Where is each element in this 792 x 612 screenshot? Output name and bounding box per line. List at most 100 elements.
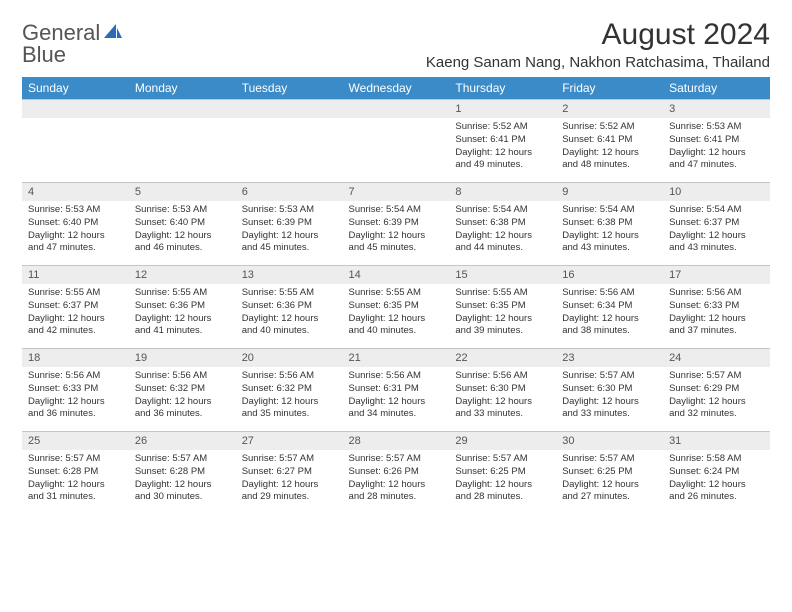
day-number: 1 — [449, 100, 556, 118]
day-content: Sunrise: 5:56 AMSunset: 6:30 PMDaylight:… — [449, 367, 556, 431]
day-cell: 27Sunrise: 5:57 AMSunset: 6:27 PMDayligh… — [236, 432, 343, 515]
day-cell: 29Sunrise: 5:57 AMSunset: 6:25 PMDayligh… — [449, 432, 556, 515]
day-header-row: SundayMondayTuesdayWednesdayThursdayFrid… — [22, 77, 770, 100]
day-number: 12 — [129, 266, 236, 284]
day-content: Sunrise: 5:55 AMSunset: 6:36 PMDaylight:… — [236, 284, 343, 348]
day-content — [22, 118, 129, 182]
day-header-monday: Monday — [129, 77, 236, 100]
day-content: Sunrise: 5:55 AMSunset: 6:36 PMDaylight:… — [129, 284, 236, 348]
day-cell: 22Sunrise: 5:56 AMSunset: 6:30 PMDayligh… — [449, 349, 556, 432]
day-cell: 5Sunrise: 5:53 AMSunset: 6:40 PMDaylight… — [129, 183, 236, 266]
week-row: 11Sunrise: 5:55 AMSunset: 6:37 PMDayligh… — [22, 266, 770, 349]
calendar-table: SundayMondayTuesdayWednesdayThursdayFrid… — [22, 77, 770, 514]
logo-word2: Blue — [22, 42, 66, 67]
week-row: 18Sunrise: 5:56 AMSunset: 6:33 PMDayligh… — [22, 349, 770, 432]
logo: General Blue — [22, 18, 124, 67]
day-number: 2 — [556, 100, 663, 118]
day-cell: 17Sunrise: 5:56 AMSunset: 6:33 PMDayligh… — [663, 266, 770, 349]
day-number: 6 — [236, 183, 343, 201]
day-number: 10 — [663, 183, 770, 201]
month-title: August 2024 — [426, 18, 770, 52]
day-cell: 10Sunrise: 5:54 AMSunset: 6:37 PMDayligh… — [663, 183, 770, 266]
day-number: 27 — [236, 432, 343, 450]
day-cell: 25Sunrise: 5:57 AMSunset: 6:28 PMDayligh… — [22, 432, 129, 515]
day-cell: 8Sunrise: 5:54 AMSunset: 6:38 PMDaylight… — [449, 183, 556, 266]
day-content: Sunrise: 5:57 AMSunset: 6:29 PMDaylight:… — [663, 367, 770, 431]
day-content: Sunrise: 5:55 AMSunset: 6:37 PMDaylight:… — [22, 284, 129, 348]
day-content: Sunrise: 5:53 AMSunset: 6:39 PMDaylight:… — [236, 201, 343, 265]
day-content: Sunrise: 5:54 AMSunset: 6:38 PMDaylight:… — [556, 201, 663, 265]
day-number: 25 — [22, 432, 129, 450]
day-content: Sunrise: 5:57 AMSunset: 6:27 PMDaylight:… — [236, 450, 343, 514]
day-cell: 31Sunrise: 5:58 AMSunset: 6:24 PMDayligh… — [663, 432, 770, 515]
day-content: Sunrise: 5:56 AMSunset: 6:32 PMDaylight:… — [236, 367, 343, 431]
day-content: Sunrise: 5:56 AMSunset: 6:31 PMDaylight:… — [343, 367, 450, 431]
day-content: Sunrise: 5:54 AMSunset: 6:39 PMDaylight:… — [343, 201, 450, 265]
day-cell: 13Sunrise: 5:55 AMSunset: 6:36 PMDayligh… — [236, 266, 343, 349]
day-number: 24 — [663, 349, 770, 367]
day-content: Sunrise: 5:54 AMSunset: 6:37 PMDaylight:… — [663, 201, 770, 265]
day-cell: 2Sunrise: 5:52 AMSunset: 6:41 PMDaylight… — [556, 100, 663, 183]
day-cell: 18Sunrise: 5:56 AMSunset: 6:33 PMDayligh… — [22, 349, 129, 432]
day-header-thursday: Thursday — [449, 77, 556, 100]
day-cell: 20Sunrise: 5:56 AMSunset: 6:32 PMDayligh… — [236, 349, 343, 432]
location-text: Kaeng Sanam Nang, Nakhon Ratchasima, Tha… — [426, 54, 770, 71]
day-cell: 23Sunrise: 5:57 AMSunset: 6:30 PMDayligh… — [556, 349, 663, 432]
day-number — [22, 100, 129, 118]
day-number: 8 — [449, 183, 556, 201]
day-cell: 28Sunrise: 5:57 AMSunset: 6:26 PMDayligh… — [343, 432, 450, 515]
day-number: 21 — [343, 349, 450, 367]
day-content: Sunrise: 5:56 AMSunset: 6:33 PMDaylight:… — [22, 367, 129, 431]
day-number: 26 — [129, 432, 236, 450]
day-cell — [343, 100, 450, 183]
day-number: 11 — [22, 266, 129, 284]
logo-sail-icon — [102, 22, 124, 45]
day-content: Sunrise: 5:57 AMSunset: 6:28 PMDaylight:… — [22, 450, 129, 514]
week-row: 25Sunrise: 5:57 AMSunset: 6:28 PMDayligh… — [22, 432, 770, 515]
day-number: 22 — [449, 349, 556, 367]
day-content — [343, 118, 450, 182]
day-number: 17 — [663, 266, 770, 284]
day-content: Sunrise: 5:54 AMSunset: 6:38 PMDaylight:… — [449, 201, 556, 265]
day-content: Sunrise: 5:56 AMSunset: 6:32 PMDaylight:… — [129, 367, 236, 431]
day-content: Sunrise: 5:52 AMSunset: 6:41 PMDaylight:… — [556, 118, 663, 182]
day-content: Sunrise: 5:57 AMSunset: 6:25 PMDaylight:… — [449, 450, 556, 514]
day-content: Sunrise: 5:58 AMSunset: 6:24 PMDaylight:… — [663, 450, 770, 514]
day-content: Sunrise: 5:57 AMSunset: 6:28 PMDaylight:… — [129, 450, 236, 514]
day-number: 18 — [22, 349, 129, 367]
day-cell: 21Sunrise: 5:56 AMSunset: 6:31 PMDayligh… — [343, 349, 450, 432]
day-cell: 1Sunrise: 5:52 AMSunset: 6:41 PMDaylight… — [449, 100, 556, 183]
day-number: 19 — [129, 349, 236, 367]
day-cell — [22, 100, 129, 183]
day-cell: 14Sunrise: 5:55 AMSunset: 6:35 PMDayligh… — [343, 266, 450, 349]
day-cell: 3Sunrise: 5:53 AMSunset: 6:41 PMDaylight… — [663, 100, 770, 183]
day-number: 13 — [236, 266, 343, 284]
day-cell — [129, 100, 236, 183]
week-row: 1Sunrise: 5:52 AMSunset: 6:41 PMDaylight… — [22, 100, 770, 183]
day-number: 7 — [343, 183, 450, 201]
day-header-wednesday: Wednesday — [343, 77, 450, 100]
day-content: Sunrise: 5:53 AMSunset: 6:40 PMDaylight:… — [129, 201, 236, 265]
day-cell: 19Sunrise: 5:56 AMSunset: 6:32 PMDayligh… — [129, 349, 236, 432]
day-number: 4 — [22, 183, 129, 201]
day-number: 28 — [343, 432, 450, 450]
day-cell: 6Sunrise: 5:53 AMSunset: 6:39 PMDaylight… — [236, 183, 343, 266]
day-content: Sunrise: 5:57 AMSunset: 6:26 PMDaylight:… — [343, 450, 450, 514]
day-number: 9 — [556, 183, 663, 201]
day-header-tuesday: Tuesday — [236, 77, 343, 100]
day-cell: 12Sunrise: 5:55 AMSunset: 6:36 PMDayligh… — [129, 266, 236, 349]
day-content: Sunrise: 5:53 AMSunset: 6:40 PMDaylight:… — [22, 201, 129, 265]
day-content: Sunrise: 5:56 AMSunset: 6:33 PMDaylight:… — [663, 284, 770, 348]
day-cell: 16Sunrise: 5:56 AMSunset: 6:34 PMDayligh… — [556, 266, 663, 349]
day-content: Sunrise: 5:57 AMSunset: 6:25 PMDaylight:… — [556, 450, 663, 514]
day-cell: 26Sunrise: 5:57 AMSunset: 6:28 PMDayligh… — [129, 432, 236, 515]
day-number: 29 — [449, 432, 556, 450]
day-content: Sunrise: 5:52 AMSunset: 6:41 PMDaylight:… — [449, 118, 556, 182]
day-cell: 4Sunrise: 5:53 AMSunset: 6:40 PMDaylight… — [22, 183, 129, 266]
day-cell: 7Sunrise: 5:54 AMSunset: 6:39 PMDaylight… — [343, 183, 450, 266]
day-number: 23 — [556, 349, 663, 367]
day-number: 20 — [236, 349, 343, 367]
day-content: Sunrise: 5:57 AMSunset: 6:30 PMDaylight:… — [556, 367, 663, 431]
day-cell: 24Sunrise: 5:57 AMSunset: 6:29 PMDayligh… — [663, 349, 770, 432]
day-cell — [236, 100, 343, 183]
